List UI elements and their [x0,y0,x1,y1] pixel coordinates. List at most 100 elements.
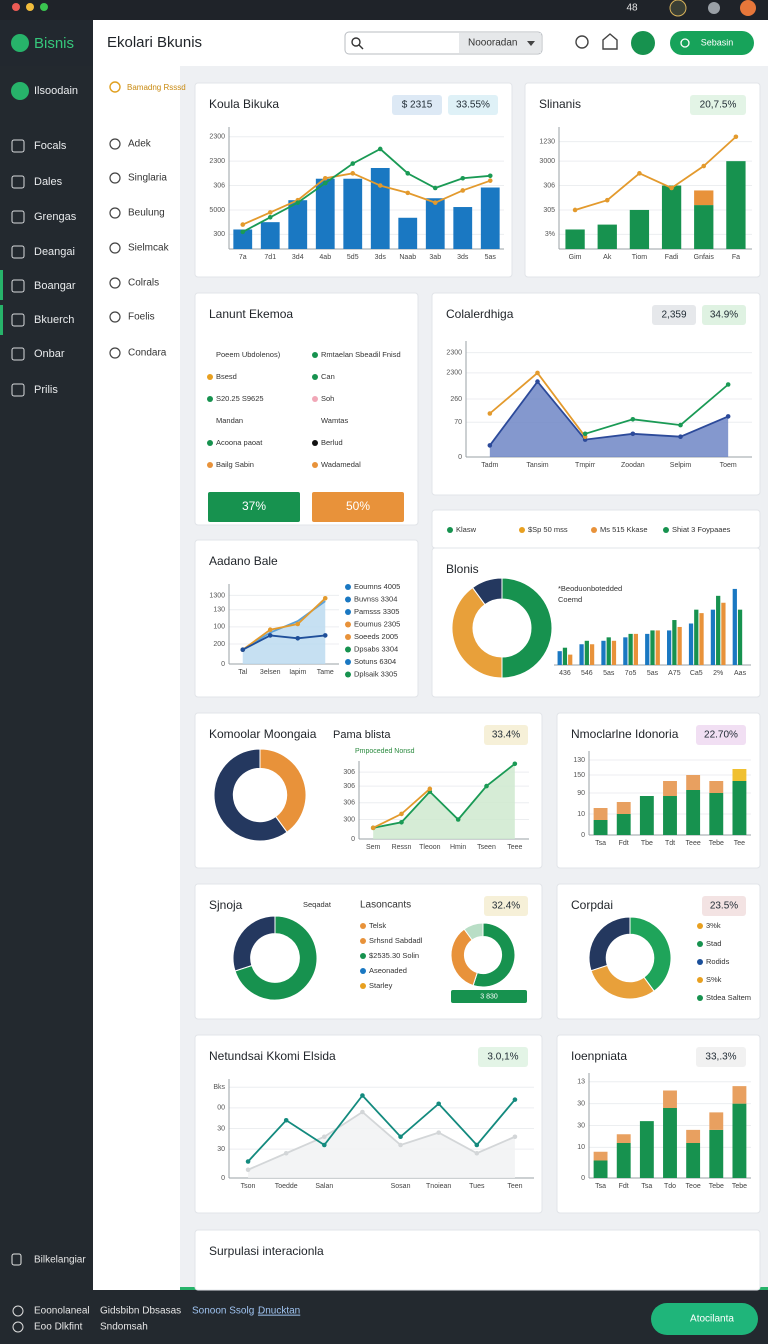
badge [392,95,442,115]
brand[interactable]: Bisnis [34,35,74,52]
nav-item[interactable]: Prilis [34,384,58,396]
button[interactable] [312,492,404,522]
badge [696,1047,746,1067]
bar [315,178,335,249]
subnav-item[interactable]: Singlaria [128,173,167,184]
close-dot[interactable] [12,3,20,11]
header-button[interactable] [670,31,754,55]
subnav-icon [109,207,121,219]
donut-slice [471,577,503,606]
x-tick-label: A75 [668,670,681,677]
avatar[interactable] [669,0,687,17]
point [267,627,273,633]
button-label[interactable]: 37% [242,499,266,513]
y-tick-label: 2300 [446,349,462,356]
badge-label: $ 2315 [402,100,433,111]
nav-item[interactable]: Deangai [34,246,75,258]
subnav-item[interactable]: Condara [128,348,167,359]
footer-link[interactable]: Dnucktan [258,1306,300,1317]
footer-link[interactable]: Eoonolaneal [34,1306,90,1317]
footer-link[interactable]: Sonoon Ssolg . [192,1306,260,1317]
header-button-label[interactable]: Sebasin [701,37,734,47]
button[interactable] [208,492,300,522]
y-tick-label: 306 [343,769,355,776]
x-tick-label: Toedde [275,1183,298,1190]
bar [579,644,584,665]
bar [726,161,746,249]
y-tick-label: 3000 [539,158,555,165]
search-option[interactable]: Noooradan [468,38,517,49]
footer [0,1290,768,1344]
list-marker [447,527,453,533]
nav-item[interactable]: Boangar [34,280,76,292]
list-item: Acoona paoat [216,438,263,447]
bar [593,1151,608,1161]
list-item: Wadamedal [321,460,361,469]
button-label[interactable]: 50% [346,499,370,513]
badge [484,725,528,745]
nav-item[interactable]: Focals [34,140,67,152]
list-marker [360,923,366,929]
sidebar-footer[interactable]: Bilkelangiar [34,1255,86,1266]
x-tick-label: 5as [603,670,615,677]
line [242,147,491,233]
bar [686,775,701,790]
subnav-item[interactable]: Adek [128,139,152,150]
bar [453,207,473,249]
x-tick-label: Tson [241,1183,256,1190]
point [360,1109,365,1115]
y-tick-label: 306 [343,783,355,790]
nav-item[interactable]: Bkuerch [34,314,74,326]
subnav-icon [109,277,121,289]
footer-button[interactable] [651,1303,758,1335]
button[interactable] [451,990,527,1003]
nav-item[interactable]: Onbar [34,348,65,360]
y-tick-label: 2300 [446,370,462,377]
nav-icon [11,175,25,189]
header-icon[interactable] [602,33,618,50]
subnav-item[interactable]: Foelis [128,312,155,323]
list-marker [345,621,351,628]
point [487,178,493,183]
footer-link[interactable]: Eoo Dlkfint [34,1322,83,1333]
nav-item[interactable]: Dales [34,176,63,188]
header-action[interactable] [631,31,655,55]
footer-link[interactable]: Sndomsah [100,1322,148,1333]
footer-button-label[interactable]: Atocilanta [690,1314,734,1325]
point [582,431,588,437]
nav-item[interactable]: Grengas [34,211,77,223]
point [725,382,731,387]
list-marker [312,374,318,380]
search-select[interactable] [459,33,541,53]
footer-link[interactable]: Gidsbibn Dbsasas [100,1306,181,1317]
donut-slice [629,916,672,992]
list-item: Mandan [216,416,243,425]
bar [480,187,500,249]
y-tick-label: 1230 [539,138,555,145]
button-label[interactable]: 3 830 [480,993,498,1000]
x-tick-label: Tdo [664,1183,676,1190]
point [322,1134,327,1140]
bar [650,630,655,665]
subnav-item[interactable]: Beulung [128,208,165,219]
list-item: Eoumus 2305 [354,619,400,628]
subnav-header[interactable]: Bamadng Rsssd [127,83,186,92]
max-dot[interactable] [40,3,48,11]
list-marker [519,527,525,533]
bar [709,793,724,835]
nav-item[interactable]: Ilsoodain [34,85,78,97]
point [535,370,540,376]
search-icon [351,37,361,47]
bar [623,637,628,665]
bar [661,185,682,249]
subnav-item[interactable]: Colrals [128,278,159,289]
x-tick-label: Teee [686,840,701,847]
point [399,811,404,817]
subnav-item[interactable]: Sielmcak [128,243,170,254]
donut-slice [234,915,318,1001]
settings-icon[interactable] [708,2,720,14]
profile-icon[interactable] [740,0,756,16]
min-dot[interactable] [26,3,34,11]
bar [732,781,747,835]
header-icon[interactable] [575,35,589,49]
